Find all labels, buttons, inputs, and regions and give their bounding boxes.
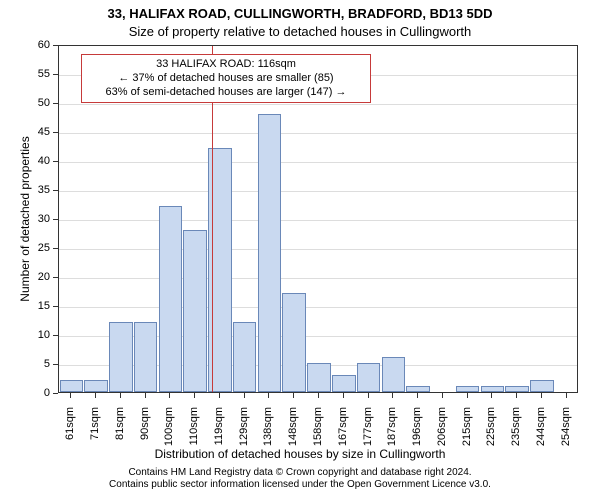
x-tick-mark [566, 393, 567, 398]
gridline [59, 249, 577, 250]
histogram-bar [258, 114, 282, 392]
y-tick-label: 55 [28, 68, 50, 80]
y-tick-label: 40 [28, 155, 50, 167]
y-tick-label: 60 [28, 39, 50, 51]
x-tick-mark [70, 393, 71, 398]
x-tick-mark [368, 393, 369, 398]
histogram-bar [134, 322, 158, 392]
x-tick-mark [293, 393, 294, 398]
x-tick-mark [318, 393, 319, 398]
plot-area: 33 HALIFAX ROAD: 116sqm ← 37% of detache… [58, 45, 578, 393]
histogram-bar [406, 386, 430, 392]
histogram-bar [332, 375, 356, 392]
x-tick-mark [392, 393, 393, 398]
x-tick-mark [417, 393, 418, 398]
callout-box: 33 HALIFAX ROAD: 116sqm ← 37% of detache… [81, 54, 371, 103]
footer-line-2: Contains public sector information licen… [0, 479, 600, 491]
gridline [59, 104, 577, 105]
y-tick-mark [53, 393, 58, 394]
x-tick-mark [467, 393, 468, 398]
y-tick-label: 25 [28, 242, 50, 254]
y-tick-label: 20 [28, 271, 50, 283]
y-tick-label: 0 [28, 387, 50, 399]
x-tick-mark [244, 393, 245, 398]
gridline [59, 191, 577, 192]
x-tick-mark [442, 393, 443, 398]
callout-line-2: ← 37% of detached houses are smaller (85… [88, 72, 364, 86]
x-tick-mark [343, 393, 344, 398]
y-tick-label: 50 [28, 97, 50, 109]
gridline [59, 220, 577, 221]
histogram-bar [382, 357, 406, 392]
y-tick-label: 15 [28, 300, 50, 312]
x-tick-mark [145, 393, 146, 398]
x-tick-mark [491, 393, 492, 398]
histogram-bar [505, 386, 529, 392]
histogram-bar [530, 380, 554, 392]
y-tick-label: 45 [28, 126, 50, 138]
x-tick-mark [169, 393, 170, 398]
histogram-bar [307, 363, 331, 392]
histogram-chart: 33, HALIFAX ROAD, CULLINGWORTH, BRADFORD… [0, 0, 600, 500]
histogram-bar [456, 386, 480, 392]
gridline [59, 133, 577, 134]
x-tick-mark [95, 393, 96, 398]
histogram-bar [84, 380, 108, 392]
histogram-bar [159, 206, 183, 392]
gridline [59, 162, 577, 163]
histogram-bar [357, 363, 381, 392]
gridline [59, 278, 577, 279]
x-tick-mark [541, 393, 542, 398]
callout-line-1: 33 HALIFAX ROAD: 116sqm [88, 58, 364, 72]
y-tick-label: 5 [28, 358, 50, 370]
x-tick-mark [516, 393, 517, 398]
histogram-bar [282, 293, 306, 392]
histogram-bar [481, 386, 505, 392]
footer-note: Contains HM Land Registry data © Crown c… [0, 467, 600, 491]
gridline [59, 307, 577, 308]
footer-line-1: Contains HM Land Registry data © Crown c… [0, 467, 600, 479]
x-axis-label: Distribution of detached houses by size … [0, 447, 600, 461]
histogram-bar [109, 322, 133, 392]
histogram-bar [183, 230, 207, 392]
histogram-bar [233, 322, 257, 392]
y-tick-label: 30 [28, 213, 50, 225]
y-tick-label: 10 [28, 329, 50, 341]
x-tick-mark [194, 393, 195, 398]
callout-line-3: 63% of semi-detached houses are larger (… [88, 86, 364, 100]
x-tick-mark [219, 393, 220, 398]
chart-title-sub: Size of property relative to detached ho… [0, 24, 600, 39]
y-tick-label: 35 [28, 184, 50, 196]
x-tick-mark [268, 393, 269, 398]
histogram-bar [60, 380, 84, 392]
chart-title-main: 33, HALIFAX ROAD, CULLINGWORTH, BRADFORD… [0, 6, 600, 21]
x-tick-mark [120, 393, 121, 398]
